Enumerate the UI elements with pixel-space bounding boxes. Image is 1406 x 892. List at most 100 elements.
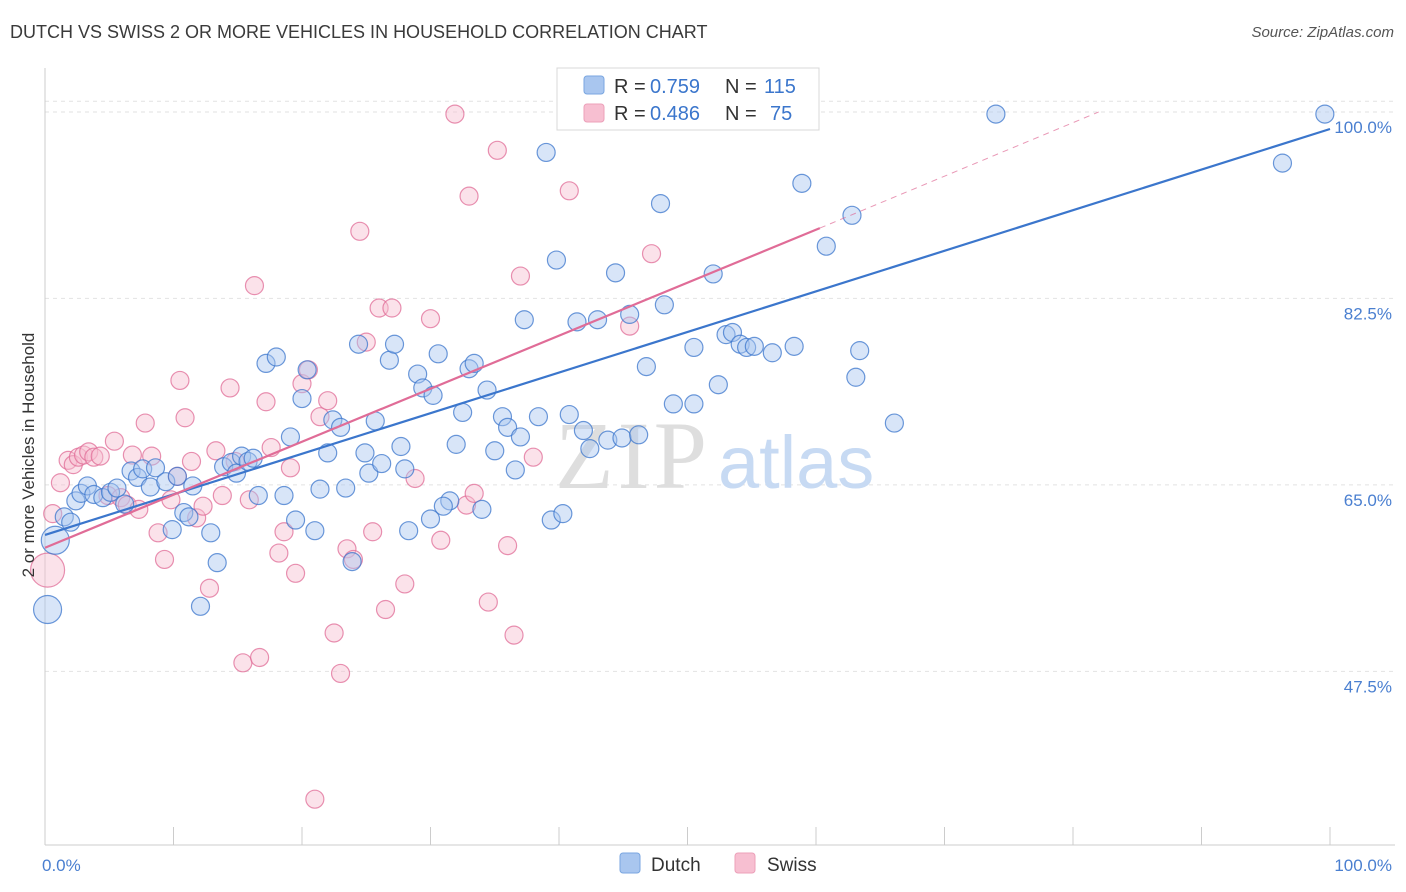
dutch-point-76 xyxy=(546,250,567,270)
dutch-point-23 xyxy=(190,596,211,616)
dutch-point-33 xyxy=(256,353,276,374)
swiss-point-47 xyxy=(324,623,344,643)
swiss-point-65 xyxy=(487,140,507,160)
swiss-point-9 xyxy=(90,446,110,466)
swiss-point-72 xyxy=(641,244,662,264)
dutch-point-48 xyxy=(355,443,375,463)
dutch-point-18 xyxy=(162,520,182,540)
swiss-point-36 xyxy=(256,392,276,412)
swiss-point-16 xyxy=(135,413,155,433)
dutch-point-10 xyxy=(107,478,127,498)
dutch-point-71 xyxy=(505,460,525,480)
swiss-point-68 xyxy=(510,266,531,286)
x-tick-label-0: 0.0% xyxy=(42,856,81,875)
dutch-point-19 xyxy=(167,466,187,486)
dutch-point-40 xyxy=(305,521,325,541)
dutch-point-45 xyxy=(336,478,356,498)
watermark: ZIP atlas xyxy=(555,402,874,509)
dutch-point-97 xyxy=(722,322,743,343)
swiss-point-7 xyxy=(79,442,99,462)
swiss-point-66 xyxy=(498,536,518,556)
swiss-point-0 xyxy=(29,552,66,588)
dutch-point-46 xyxy=(342,551,362,572)
dutch-point-102 xyxy=(784,336,804,356)
dutch-point-51 xyxy=(372,453,392,474)
swiss-point-74 xyxy=(459,186,479,206)
swiss-point-38 xyxy=(269,543,289,563)
dutch-point-90 xyxy=(654,295,674,315)
dutch-point-81 xyxy=(580,439,600,459)
y-tick-label-2: 65.0% xyxy=(1344,491,1392,510)
dutch-point-84 xyxy=(605,263,626,283)
swiss-point-67 xyxy=(504,625,524,645)
dutch-point-83 xyxy=(598,430,618,450)
swiss-point-48 xyxy=(330,663,351,684)
dutch-point-66 xyxy=(472,499,492,519)
dutch-point-38 xyxy=(292,388,312,409)
legend: R = 0.759 N = 115 R = 0.486 N = 75 xyxy=(556,67,820,131)
dutch-point-39 xyxy=(297,360,317,380)
watermark-atlas: atlas xyxy=(718,421,874,504)
dutch-point-77 xyxy=(553,504,573,524)
dutch-point-105 xyxy=(842,205,862,225)
dutch-point-25 xyxy=(207,553,227,573)
swiss-point-60 xyxy=(431,530,451,550)
swiss-point-32 xyxy=(233,653,253,673)
dutch-point-109 xyxy=(986,104,1006,124)
dutch-point-53 xyxy=(384,334,405,354)
swiss-point-11 xyxy=(104,431,124,451)
swiss-point-2 xyxy=(50,473,71,493)
dutch-point-91 xyxy=(663,394,683,414)
dutch-point-85 xyxy=(612,428,632,448)
legend-swatch-swiss xyxy=(583,103,605,123)
dutch-point-95 xyxy=(708,375,728,395)
dutch-point-104 xyxy=(816,236,836,256)
dutch-point-103 xyxy=(792,173,812,193)
chart-source: Source: ZipAtlas.com xyxy=(1251,24,1394,41)
swiss-point-51 xyxy=(350,221,370,241)
swiss-point-33 xyxy=(239,490,259,510)
legend-r-value-swiss: 0.486 xyxy=(650,103,700,125)
swiss-point-69 xyxy=(523,447,543,467)
bottom-legend-swatch-swiss xyxy=(734,852,756,874)
dutch-point-34 xyxy=(266,347,286,367)
dutch-point-68 xyxy=(485,441,505,461)
dutch-point-21 xyxy=(179,507,199,527)
swiss-trend-extension xyxy=(819,111,1099,229)
swiss-point-70 xyxy=(559,181,579,201)
dutch-point-92 xyxy=(684,394,704,414)
swiss-point-44 xyxy=(305,789,325,809)
dutch-point-62 xyxy=(446,434,466,454)
dutch-point-87 xyxy=(629,425,649,445)
legend-r-value-dutch: 0.759 xyxy=(650,76,700,98)
y-tick-label-1: 82.5% xyxy=(1344,304,1392,323)
legend-n-label-dutch: N = xyxy=(725,76,757,98)
dutch-point-106 xyxy=(850,341,870,361)
dutch-point-74 xyxy=(536,142,556,163)
swiss-point-23 xyxy=(175,408,195,428)
dutch-point-3 xyxy=(61,512,81,532)
dutch-point-69 xyxy=(492,407,513,427)
dutch-point-111 xyxy=(1315,104,1335,124)
dutch-point-110 xyxy=(1272,153,1293,173)
dutch-point-41 xyxy=(310,479,330,499)
dutch-trend-line xyxy=(44,127,1331,537)
swiss-point-57 xyxy=(395,574,415,594)
swiss-point-19 xyxy=(154,549,175,570)
x-tick-labels: 0.0% 100.0% xyxy=(42,856,1392,875)
bottom-legend-label-swiss: Swiss xyxy=(767,855,817,876)
dutch-point-70 xyxy=(498,417,518,437)
axes xyxy=(44,68,1395,846)
dutch-point-114 xyxy=(395,459,415,479)
bottom-legend-label-dutch: Dutch xyxy=(651,855,701,876)
dutch-point-0 xyxy=(32,594,63,625)
dutch-point-113 xyxy=(433,496,453,516)
swiss-point-25 xyxy=(187,508,207,528)
swiss-point-58 xyxy=(405,468,425,489)
swiss-point-8 xyxy=(84,447,104,467)
chart-title: DUTCH VS SWISS 2 OR MORE VEHICLES IN HOU… xyxy=(10,22,708,42)
dutch-point-47 xyxy=(348,334,369,354)
dutch-point-54 xyxy=(391,436,411,457)
swiss-point-49 xyxy=(337,539,357,559)
swiss-point-40 xyxy=(280,458,301,478)
